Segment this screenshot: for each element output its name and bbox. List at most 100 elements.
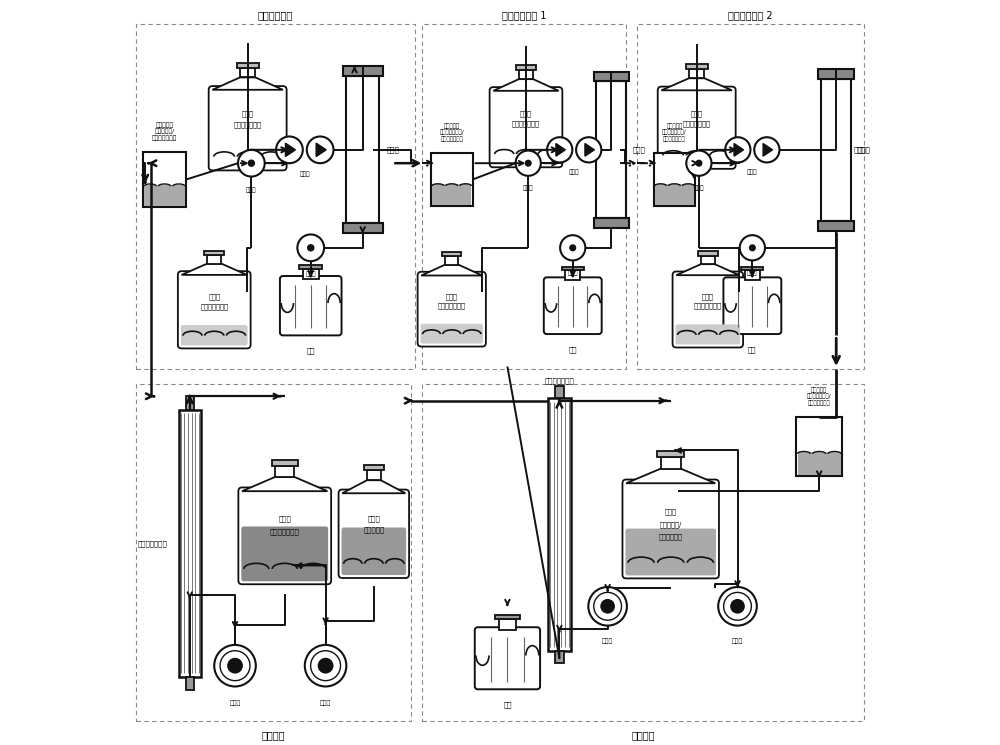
FancyBboxPatch shape [548, 399, 571, 651]
Polygon shape [626, 469, 715, 484]
Text: （洗脱缓冲液）: （洗脱缓冲液） [438, 302, 466, 309]
FancyBboxPatch shape [364, 465, 384, 470]
FancyBboxPatch shape [418, 272, 486, 346]
Text: 蠕动泵: 蠕动泵 [229, 700, 241, 706]
Text: 废液: 废液 [568, 346, 577, 352]
Circle shape [318, 658, 333, 673]
Circle shape [569, 244, 576, 251]
FancyBboxPatch shape [144, 185, 185, 206]
FancyBboxPatch shape [431, 153, 473, 206]
Text: 储液袋: 储液袋 [665, 508, 677, 515]
Polygon shape [763, 144, 773, 156]
Polygon shape [585, 144, 594, 156]
Text: 多通阀: 多通阀 [747, 270, 758, 276]
Circle shape [730, 599, 745, 614]
FancyBboxPatch shape [475, 627, 540, 689]
Circle shape [227, 658, 243, 673]
Circle shape [576, 137, 601, 162]
FancyBboxPatch shape [655, 185, 694, 205]
Text: 储液袋: 储液袋 [702, 293, 714, 299]
FancyBboxPatch shape [596, 81, 626, 218]
FancyBboxPatch shape [237, 63, 259, 68]
FancyBboxPatch shape [565, 270, 580, 280]
Circle shape [718, 587, 757, 626]
FancyBboxPatch shape [238, 487, 331, 584]
Text: 储液袋: 储液袋 [278, 516, 291, 522]
Circle shape [724, 592, 751, 620]
Text: 层析柱: 层析柱 [387, 147, 399, 153]
FancyBboxPatch shape [432, 185, 471, 205]
Circle shape [594, 592, 622, 620]
Text: 精细层析模块 2: 精细层析模块 2 [728, 10, 773, 20]
Text: 多通阀: 多通阀 [567, 270, 578, 276]
FancyBboxPatch shape [821, 79, 851, 221]
Text: 捕获层析模块: 捕获层析模块 [258, 10, 293, 20]
Text: 废液: 废液 [503, 701, 512, 708]
Text: （循环流通池）: （循环流通池） [270, 528, 300, 535]
Polygon shape [212, 77, 283, 90]
Polygon shape [316, 143, 326, 156]
Text: 中空纤维超滤柱: 中空纤维超滤柱 [545, 377, 574, 384]
Polygon shape [556, 144, 565, 156]
Polygon shape [734, 144, 744, 156]
FancyBboxPatch shape [796, 417, 842, 476]
Polygon shape [242, 477, 327, 491]
FancyBboxPatch shape [499, 619, 516, 630]
Text: （平衡缓冲液）: （平衡缓冲液） [512, 120, 540, 127]
FancyBboxPatch shape [657, 451, 684, 457]
FancyBboxPatch shape [241, 527, 328, 581]
FancyBboxPatch shape [741, 267, 763, 270]
FancyBboxPatch shape [798, 452, 841, 475]
FancyBboxPatch shape [343, 66, 383, 76]
Text: 废液: 废液 [748, 346, 757, 352]
Text: 储液袋: 储液袋 [446, 293, 458, 299]
Text: 成品收集池）: 成品收集池） [659, 534, 683, 540]
Text: 系统泵: 系统泵 [300, 171, 310, 177]
Circle shape [600, 599, 615, 614]
FancyBboxPatch shape [445, 256, 458, 264]
Polygon shape [676, 264, 739, 275]
FancyBboxPatch shape [689, 69, 704, 78]
FancyBboxPatch shape [204, 250, 224, 255]
Text: 衔接储液袋
（滤出收集/
待纯化样品池）: 衔接储液袋 （滤出收集/ 待纯化样品池） [152, 122, 177, 141]
FancyBboxPatch shape [555, 386, 564, 399]
FancyBboxPatch shape [207, 255, 221, 264]
Text: 多通阀: 多通阀 [305, 272, 316, 277]
Text: 层析柱: 层析柱 [858, 147, 870, 153]
FancyBboxPatch shape [143, 152, 186, 207]
Text: 系统泵: 系统泵 [747, 170, 758, 175]
Circle shape [516, 150, 541, 176]
Polygon shape [421, 264, 482, 276]
Text: （洗脱缓冲液）: （洗脱缓冲液） [694, 302, 722, 309]
FancyBboxPatch shape [622, 480, 719, 578]
FancyBboxPatch shape [673, 271, 743, 347]
FancyBboxPatch shape [555, 651, 564, 664]
FancyBboxPatch shape [179, 410, 201, 676]
Circle shape [297, 235, 324, 261]
FancyBboxPatch shape [661, 457, 681, 469]
FancyBboxPatch shape [181, 325, 248, 346]
Circle shape [238, 150, 265, 177]
FancyBboxPatch shape [442, 252, 461, 256]
Circle shape [749, 244, 756, 251]
Text: 层析柱: 层析柱 [633, 147, 645, 153]
Text: 储液袋: 储液袋 [520, 110, 532, 117]
Circle shape [588, 587, 627, 626]
Circle shape [547, 137, 572, 162]
Text: 储液袋: 储液袋 [242, 110, 254, 117]
Text: （平衡缓冲液）: （平衡缓冲液） [234, 121, 262, 127]
FancyBboxPatch shape [272, 460, 298, 466]
FancyBboxPatch shape [676, 324, 740, 344]
FancyBboxPatch shape [136, 384, 411, 721]
Text: 精细层析模块 1: 精细层析模块 1 [502, 10, 546, 20]
Text: 蠕动泵: 蠕动泵 [602, 638, 613, 644]
FancyBboxPatch shape [186, 396, 194, 410]
Circle shape [307, 244, 314, 252]
Circle shape [311, 650, 341, 681]
FancyBboxPatch shape [299, 265, 322, 269]
FancyBboxPatch shape [562, 267, 584, 270]
Circle shape [248, 159, 255, 167]
Circle shape [686, 150, 712, 176]
Polygon shape [661, 78, 732, 90]
FancyBboxPatch shape [422, 384, 864, 721]
